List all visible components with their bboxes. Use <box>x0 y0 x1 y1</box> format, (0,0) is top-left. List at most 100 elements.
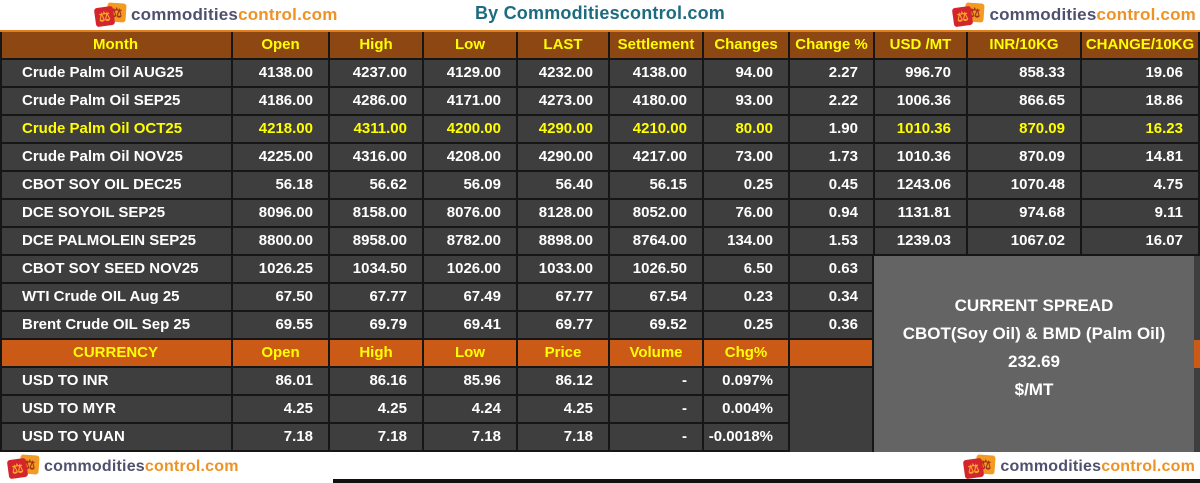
table-cell: 18.86 <box>1082 88 1200 116</box>
table-cell: 0.004% <box>704 396 790 424</box>
table-cell: 67.49 <box>424 284 518 312</box>
table-cell: 4138.00 <box>610 60 704 88</box>
table-cell: 4171.00 <box>424 88 518 116</box>
bottom-bar: ⚖ ⚖ commoditiescontrol.com ⚖ ⚖ commoditi… <box>0 452 1200 483</box>
column-header: Low <box>424 340 518 368</box>
top-bar: By Commoditiescontrol.com ⚖ ⚖ commoditie… <box>0 0 1200 32</box>
column-header: Settlement <box>610 32 704 60</box>
table-cell: 4200.00 <box>424 116 518 144</box>
table-cell: 4290.00 <box>518 144 610 172</box>
table-cell: 974.68 <box>968 200 1082 228</box>
table-cell: - <box>610 424 704 452</box>
table-cell: 0.34 <box>790 284 875 312</box>
column-header: Low <box>424 32 518 60</box>
table-cell: 8764.00 <box>610 228 704 256</box>
table-cell: 0.23 <box>704 284 790 312</box>
table-cell: - <box>610 368 704 396</box>
table-left-border <box>0 32 2 452</box>
table-cell: 7.18 <box>424 424 518 452</box>
table-cell: 4232.00 <box>518 60 610 88</box>
table-cell: 1067.02 <box>968 228 1082 256</box>
table-cell: 870.09 <box>968 144 1082 172</box>
futures-rows: Crude Palm Oil AUG25 4138.00 4237.00 4129.0… <box>0 60 1200 340</box>
table-cell: 69.79 <box>330 312 424 340</box>
table-cell: 4.24 <box>424 396 518 424</box>
table-cell: 8052.00 <box>610 200 704 228</box>
table-cell: 1131.81 <box>875 200 968 228</box>
table-cell: 7.18 <box>518 424 610 452</box>
column-header <box>790 340 875 368</box>
table-cell: 4129.00 <box>424 60 518 88</box>
scales-icon: ⚖ <box>6 457 29 480</box>
table-cell: 4180.00 <box>610 88 704 116</box>
table-cell: 1006.36 <box>875 88 968 116</box>
table-cell: 1034.50 <box>330 256 424 284</box>
scales-icon: ⚖ ⚖ <box>952 2 987 28</box>
table-cell: 1070.48 <box>968 172 1082 200</box>
table-cell: 80.00 <box>704 116 790 144</box>
table-cell: 86.16 <box>330 368 424 396</box>
table-cell: 1026.25 <box>233 256 330 284</box>
table-filler <box>790 368 875 396</box>
contract-name: Crude Palm Oil NOV25 <box>0 144 233 172</box>
table-cell: 1243.06 <box>875 172 968 200</box>
table-cell: 69.41 <box>424 312 518 340</box>
table-cell: 69.77 <box>518 312 610 340</box>
currency-pair-name: USD TO YUAN <box>0 424 233 452</box>
table-cell: 8076.00 <box>424 200 518 228</box>
spread-unit: $/MT <box>1014 380 1054 399</box>
table-cell: 0.25 <box>704 312 790 340</box>
currency-pair-name: USD TO MYR <box>0 396 233 424</box>
logo-top-right[interactable]: ⚖ ⚖ commoditiescontrol.com <box>952 2 1196 28</box>
currency-pair-name: USD TO INR <box>0 368 233 396</box>
column-header: Open <box>233 32 330 60</box>
table-cell: 16.07 <box>1082 228 1200 256</box>
table-cell: 4316.00 <box>330 144 424 172</box>
table-cell: 2.27 <box>790 60 875 88</box>
spread-value: 232.69 <box>1008 352 1060 371</box>
table-cell: 85.96 <box>424 368 518 396</box>
table-cell: 4138.00 <box>233 60 330 88</box>
logo-top-left[interactable]: ⚖ ⚖ commoditiescontrol.com <box>93 2 338 28</box>
table-cell: 76.00 <box>704 200 790 228</box>
column-header: LAST <box>518 32 610 60</box>
table-cell: 996.70 <box>875 60 968 88</box>
table-cell: 4273.00 <box>518 88 610 116</box>
table-cell: 4.75 <box>1082 172 1200 200</box>
contract-name: CBOT SOY OIL DEC25 <box>0 172 233 200</box>
table-cell: 1026.00 <box>424 256 518 284</box>
table-cell: 0.25 <box>704 172 790 200</box>
bottom-divider <box>333 479 1200 483</box>
table-cell: 4186.00 <box>233 88 330 116</box>
table-cell: 1010.36 <box>875 144 968 172</box>
scales-icon: ⚖ ⚖ <box>963 454 998 480</box>
table-cell: 1.53 <box>790 228 875 256</box>
contract-name: DCE PALMOLEIN SEP25 <box>0 228 233 256</box>
table-row: DCE PALMOLEIN SEP25 8800.00 8958.00 8782.00… <box>0 228 1200 256</box>
logo-bottom-right[interactable]: ⚖ ⚖ commoditiescontrol.com <box>963 454 1195 480</box>
table-cell: -0.0018% <box>704 424 790 452</box>
table-cell: 0.36 <box>790 312 875 340</box>
table-cell: 2.22 <box>790 88 875 116</box>
table-cell: 4225.00 <box>233 144 330 172</box>
table-cell: 1.90 <box>790 116 875 144</box>
logo-bottom-left[interactable]: ⚖ ⚖ commoditiescontrol.com <box>6 454 239 480</box>
table-row: Crude Palm Oil AUG25 4138.00 4237.00 4129.0… <box>0 60 1200 88</box>
table-cell: 14.81 <box>1082 144 1200 172</box>
table-filler <box>790 424 875 452</box>
column-header: INR/10KG <box>968 32 1082 60</box>
table-cell: 67.77 <box>518 284 610 312</box>
table-cell: 6.50 <box>704 256 790 284</box>
table-cell: 67.50 <box>233 284 330 312</box>
table-cell: 866.65 <box>968 88 1082 116</box>
table-cell: 134.00 <box>704 228 790 256</box>
prices-table: Month Open High Low LAST Settlement Changes Cha… <box>0 32 1200 452</box>
table-cell: 8898.00 <box>518 228 610 256</box>
table-cell: 4286.00 <box>330 88 424 116</box>
table-cell: 858.33 <box>968 60 1082 88</box>
table-cell: 8096.00 <box>233 200 330 228</box>
table-row: DCE SOYOIL SEP25 8096.00 8158.00 8076.00 812… <box>0 200 1200 228</box>
scales-icon: ⚖ ⚖ <box>93 2 129 28</box>
table-cell: 69.55 <box>233 312 330 340</box>
